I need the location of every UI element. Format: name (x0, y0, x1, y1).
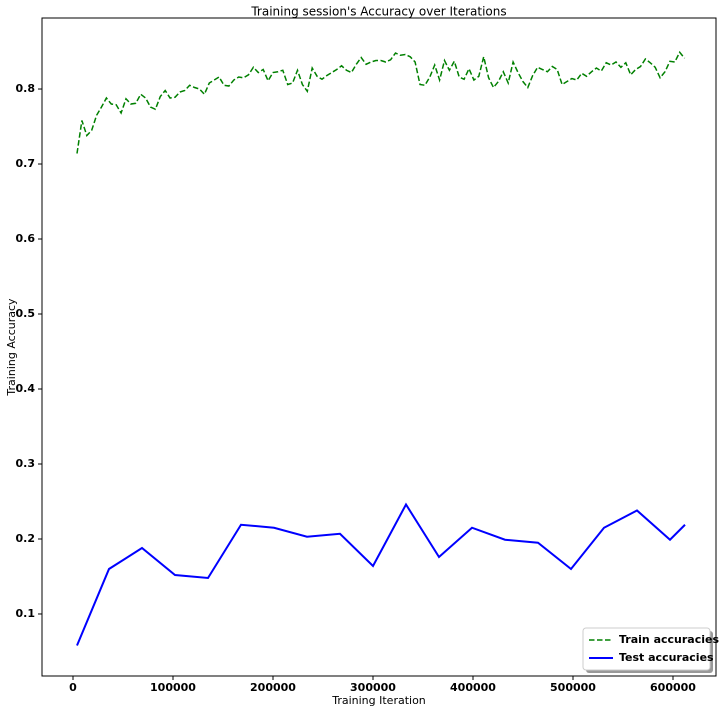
x-tick-label: 400000 (450, 681, 496, 694)
y-tick-label: 0.6 (16, 232, 36, 245)
x-tick-label: 100000 (150, 681, 196, 694)
legend-box (582, 627, 711, 671)
legend-label: Test accuracies (619, 651, 714, 664)
line-series (76, 50, 686, 154)
y-tick-label: 0.7 (16, 157, 36, 170)
x-tick-label: 300000 (350, 681, 396, 694)
chart-title: Training session's Accuracy over Iterati… (250, 5, 506, 19)
x-tick-label: 0 (69, 681, 77, 694)
y-tick-label: 0.4 (16, 382, 36, 395)
y-axis-label: Training Accuracy (5, 298, 18, 397)
x-tick-label: 500000 (550, 681, 596, 694)
y-tick-label: 0.1 (16, 607, 36, 620)
y-tick-label: 0.3 (16, 457, 36, 470)
x-tick-label: 600000 (650, 681, 696, 694)
y-tick-label: 0.8 (16, 82, 36, 95)
legend-label: Train accuracies (619, 633, 719, 646)
x-tick-label: 200000 (250, 681, 296, 694)
y-tick-label: 0.2 (16, 532, 36, 545)
line-series (76, 502, 686, 646)
x-axis-label: Training Iteration (331, 694, 426, 707)
legend: Train accuracies Test accuracies (582, 627, 719, 673)
plot-frame (41, 17, 717, 677)
y-tick-label: 0.5 (16, 307, 36, 320)
